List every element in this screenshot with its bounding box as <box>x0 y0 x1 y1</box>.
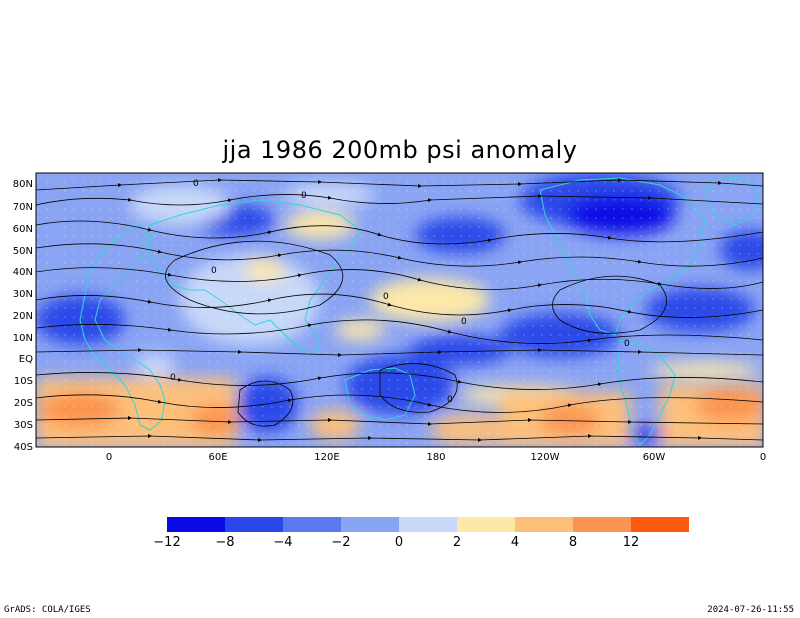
colorbar-swatch <box>573 517 631 532</box>
coast-asia <box>149 199 361 356</box>
lat-label: 20N <box>13 311 33 322</box>
streamline <box>36 319 763 344</box>
colorbar-swatch <box>341 517 399 532</box>
colorbar-swatch <box>225 517 283 532</box>
streamline <box>36 220 763 245</box>
lat-label: 10N <box>13 333 33 344</box>
colorbar-swatch <box>167 517 225 532</box>
lon-label: 120W <box>531 452 560 463</box>
streamline <box>36 433 763 443</box>
longitude-labels: 0 60E 120E 180 120W 60W 0 <box>106 452 766 463</box>
lon-label: 60W <box>643 452 666 463</box>
colorbar: −12 −8 −4 −2 0 2 4 8 12 <box>153 517 689 550</box>
colorbar-label: 8 <box>569 535 577 550</box>
lat-label: 30N <box>13 289 33 300</box>
contour-label: 0 <box>301 191 307 201</box>
colorbar-label: −2 <box>331 535 350 550</box>
streamline <box>36 347 763 357</box>
contour-label: 0 <box>193 179 199 189</box>
streamline <box>36 267 763 290</box>
lat-label: 40N <box>13 267 33 278</box>
colorbar-label: −4 <box>273 535 292 550</box>
contour-label: 0 <box>447 395 453 405</box>
lat-label: 10S <box>14 376 33 387</box>
contour-label: 0 <box>211 266 217 276</box>
colorbar-label: −8 <box>215 535 234 550</box>
footer-timestamp: 2024-07-26-11:55 <box>707 605 794 615</box>
lon-label: 0 <box>106 452 112 463</box>
colorbar-swatch <box>631 517 689 532</box>
colorbar-swatch <box>399 517 457 532</box>
streamlines <box>36 178 763 443</box>
contour-labels: 0 0 0 0 0 0 0 0 <box>170 179 630 405</box>
lat-label: 20S <box>14 398 33 409</box>
streamline <box>36 293 763 318</box>
streamline-gyre <box>165 240 344 315</box>
streamline <box>36 394 763 413</box>
coast-greenland <box>704 177 761 226</box>
lat-label: 60N <box>13 224 33 235</box>
footer-credit: GrADS: COLA/IGES <box>4 605 91 615</box>
map-frame <box>35 172 764 448</box>
contour-label: 0 <box>624 339 630 349</box>
latitude-labels: 80N 70N 60N 50N 40N 30N 20N 10N EQ 10S 2… <box>13 179 33 453</box>
lon-label: 120E <box>314 452 339 463</box>
colorbar-label: 12 <box>623 535 640 550</box>
lat-label: 50N <box>13 246 33 257</box>
contour-label: 0 <box>383 292 389 302</box>
lat-label: 40S <box>14 442 33 453</box>
anomaly-shading <box>36 173 763 447</box>
colorbar-swatch <box>457 517 515 532</box>
lat-label: 70N <box>13 202 33 213</box>
colorbar-label: 2 <box>453 535 461 550</box>
lat-label: 30S <box>14 420 33 431</box>
lon-label: 60E <box>208 452 227 463</box>
contour-label: 0 <box>170 373 176 383</box>
colorbar-label: 4 <box>511 535 519 550</box>
lon-label: 0 <box>760 452 766 463</box>
colorbar-swatch <box>515 517 573 532</box>
colorbar-label: −12 <box>153 535 180 550</box>
streamline <box>36 194 763 206</box>
colorbar-label: 0 <box>395 535 403 550</box>
colorbar-swatch <box>283 517 341 532</box>
streamline-gyre <box>552 275 668 334</box>
streamline <box>36 372 763 390</box>
plot-title: jja 1986 200mb psi anomaly <box>222 136 578 164</box>
streamline-gyre <box>379 363 458 413</box>
lon-label: 180 <box>426 452 445 463</box>
coast-europe-africa <box>79 224 166 431</box>
streamline <box>36 243 763 267</box>
streamline <box>36 178 763 191</box>
lat-label: EQ <box>19 354 33 365</box>
contour-label: 0 <box>461 317 467 327</box>
streamline-gyre <box>237 380 294 427</box>
streamline <box>36 415 763 426</box>
lat-label: 80N <box>13 179 33 190</box>
